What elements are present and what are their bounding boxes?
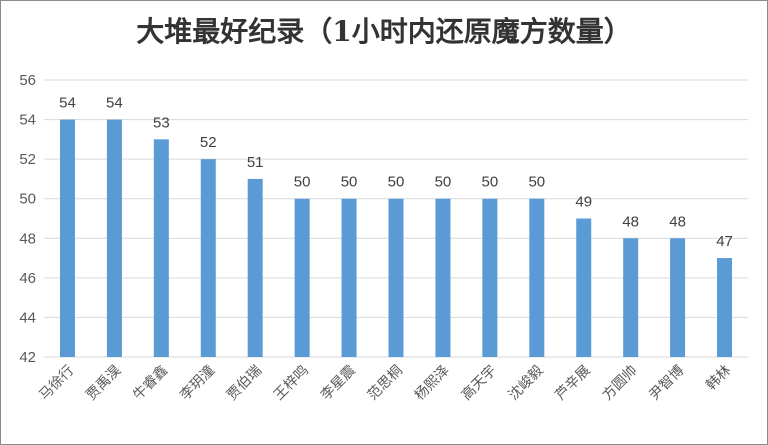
- x-tick-label: 牛睿鑫: [129, 362, 171, 404]
- data-label: 50: [294, 174, 311, 191]
- y-tick-label: 50: [19, 191, 36, 208]
- bar[interactable]: [247, 178, 263, 357]
- data-label: 53: [153, 114, 170, 131]
- data-label: 50: [528, 174, 545, 191]
- bar[interactable]: [529, 198, 545, 357]
- x-tick-label: 芦辛展: [553, 363, 594, 404]
- x-tick-label: 李星震: [318, 363, 359, 404]
- x-tick-label: 方圆帅: [599, 363, 640, 404]
- bar[interactable]: [435, 198, 451, 357]
- bar[interactable]: [670, 238, 686, 357]
- x-tick-label: 范思桐: [364, 362, 406, 404]
- data-label: 51: [247, 154, 264, 171]
- x-tick-label: 韩林: [703, 363, 734, 394]
- x-tick-label: 马徐行: [36, 363, 77, 404]
- data-label: 47: [716, 233, 733, 250]
- x-tick-label: 尹智博: [646, 362, 688, 404]
- bar[interactable]: [59, 119, 75, 357]
- x-tick-label: 李玥潼: [176, 362, 218, 404]
- y-tick-label: 44: [19, 309, 36, 326]
- data-label: 50: [482, 174, 499, 191]
- data-label: 50: [341, 174, 358, 191]
- bar[interactable]: [717, 258, 733, 357]
- y-tick-label: 54: [19, 112, 36, 129]
- y-tick-label: 48: [19, 230, 36, 247]
- bar[interactable]: [482, 198, 498, 357]
- y-tick-label: 42: [19, 349, 36, 366]
- data-label: 54: [106, 95, 123, 112]
- data-label: 54: [59, 95, 76, 112]
- bar[interactable]: [200, 159, 216, 357]
- y-tick-label: 56: [19, 72, 36, 89]
- data-label: 50: [435, 174, 452, 191]
- x-tick-label: 杨熙泽: [412, 363, 453, 404]
- chart-title: 大堆最好纪录（1小时内还原魔方数量）: [136, 15, 632, 48]
- bar[interactable]: [388, 198, 404, 357]
- y-tick-label: 46: [19, 270, 36, 287]
- x-tick-label: 高天宇: [458, 362, 500, 404]
- x-tick-label: 贾禹淏: [83, 363, 124, 404]
- data-label: 49: [575, 194, 592, 211]
- bar[interactable]: [294, 198, 310, 357]
- data-label: 48: [622, 213, 639, 230]
- bar[interactable]: [576, 218, 592, 358]
- bar[interactable]: [623, 238, 639, 357]
- x-tick-label: 沈峻毅: [505, 362, 547, 404]
- x-tick-label: 王梓鸣: [270, 362, 312, 404]
- data-label: 50: [388, 174, 405, 191]
- bar[interactable]: [106, 119, 122, 357]
- data-label: 52: [200, 134, 217, 151]
- bar[interactable]: [153, 139, 169, 357]
- bar[interactable]: [341, 198, 357, 357]
- data-label: 48: [669, 213, 686, 230]
- y-tick-label: 52: [19, 151, 36, 168]
- x-tick-label: 贾伯瑞: [224, 363, 265, 404]
